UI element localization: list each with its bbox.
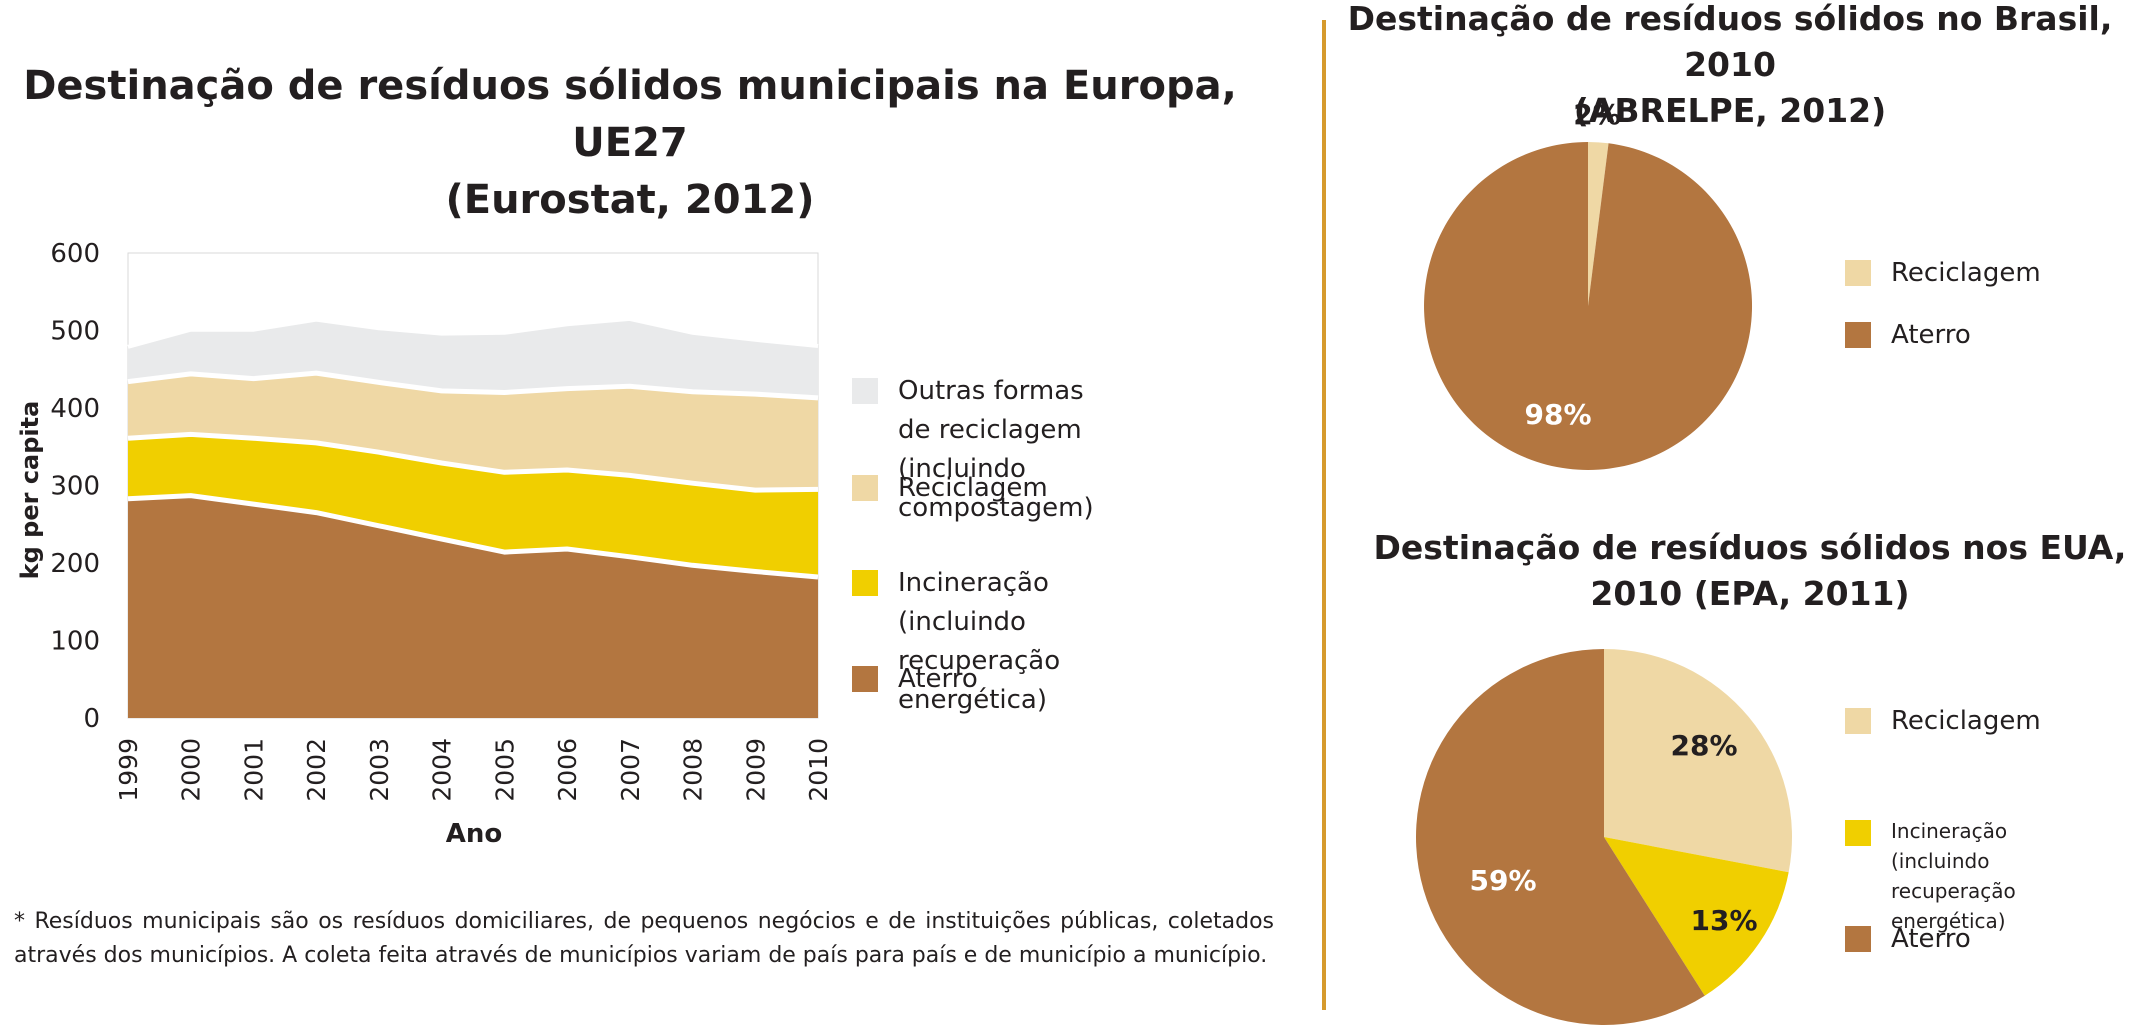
eua-title-line1: Destinação de resíduos sólidos nos EUA,: [1373, 528, 2127, 567]
legend-label: Reciclagem: [1891, 258, 2041, 288]
area-series-incineracao-incluindo-recuperacao-energetica: [128, 434, 818, 577]
eua-legend-item-reciclagem: Reciclagem: [1845, 706, 2041, 741]
legend-swatch: [852, 570, 878, 596]
legend-label: Reciclagem: [1891, 706, 2041, 736]
legend-label: Aterro: [1891, 320, 1971, 350]
brasil-legend-item-aterro: Aterro: [1845, 320, 1971, 355]
legend-label: Incineração (incluindo recuperação energ…: [898, 568, 1061, 715]
eua-pie-slice-reciclagem: [1604, 649, 1793, 873]
y-tick-label: 400: [50, 394, 100, 424]
eua-pie-label-aterro: 59%: [1469, 864, 1536, 897]
legend-swatch: [852, 475, 878, 501]
x-tick-label: 1999: [114, 738, 143, 802]
y-tick-label: 100: [50, 627, 100, 657]
brasil-pie-slice-reciclagem: [1588, 142, 1609, 306]
brasil-chart-title: Destinação de resíduos sólidos no Brasil…: [1340, 0, 2120, 134]
eua-pie-label-incineracao-incluindo-recuperacao-energetica: 13%: [1690, 904, 1757, 937]
brasil-title-line2: (ABRELPE, 2012): [1573, 91, 1887, 130]
eua-legend-item-incineracao-incluindo-recuperacao-energetica: Incineração (incluindo recuperação energ…: [1845, 819, 2016, 936]
brasil-pie-slice-aterro: [1424, 142, 1753, 470]
eua-legend-item-aterro: Aterro: [1845, 924, 1971, 959]
legend-label: Incineração (incluindo recuperação energ…: [1891, 819, 2016, 933]
x-tick-label: 2001: [239, 738, 268, 802]
x-tick-label: 2005: [490, 738, 519, 802]
area-series-reciclagem: [128, 373, 818, 491]
x-tick-label: 2010: [804, 738, 833, 802]
eua-chart-title: Destinação de resíduos sólidos nos EUA, …: [1340, 525, 2130, 617]
eua-pie-label-reciclagem: 28%: [1670, 729, 1737, 762]
europe-legend-item-aterro: Aterro: [852, 664, 978, 699]
legend-swatch: [1845, 260, 1871, 286]
legend-label: Outras formas de reciclagem (incluindo c…: [898, 376, 1094, 523]
y-tick-label: 0: [83, 704, 100, 734]
area-top-line: [127, 316, 819, 349]
legend-label: Aterro: [898, 664, 978, 694]
area-series-outras-formas-de-reciclagem-incluindo-compostagem: [128, 318, 818, 398]
brasil-pie-label-reciclagem: 2%: [1573, 98, 1621, 131]
europe-legend-item-incineracao-incluindo-recuperacao-energetica: Incineração (incluindo recuperação energ…: [852, 568, 1060, 720]
legend-label: Aterro: [1891, 924, 1971, 954]
europe-legend-item-outras-formas-de-reciclagem-incluindo-compostagem: Outras formas de reciclagem (incluindo c…: [852, 376, 1094, 528]
footnote: * Resíduos municipais são os resíduos do…: [14, 909, 1274, 968]
x-tick-label: 2006: [553, 738, 582, 802]
europe-legend-item-reciclagem: Reciclagem: [852, 473, 1048, 508]
x-tick-label: 2003: [365, 738, 394, 802]
x-axis-label: Ano: [446, 819, 503, 849]
area-series-aterro: [128, 495, 818, 718]
y-tick-label: 600: [50, 239, 100, 269]
europe-chart-title: Destinação de resíduos sólidos municipai…: [0, 58, 1260, 229]
eua-pie-slice-incineracao-incluindo-recuperacao-energetica: [1604, 837, 1789, 996]
legend-swatch: [1845, 926, 1871, 952]
y-tick-label: 500: [50, 317, 100, 347]
x-tick-label: 2002: [302, 738, 331, 802]
x-tick-label: 2009: [741, 738, 770, 802]
brasil-legend-item-reciclagem: Reciclagem: [1845, 258, 2041, 293]
x-tick-label: 2007: [616, 738, 645, 802]
x-tick-label: 2000: [177, 738, 206, 802]
europe-title-line1: Destinação de resíduos sólidos municipai…: [23, 63, 1237, 166]
brasil-title-line1: Destinação de resíduos sólidos no Brasil…: [1347, 0, 2113, 84]
area-boundary-line: [127, 493, 819, 580]
y-axis-label: kg per capita: [16, 401, 44, 580]
x-tick-label: 2008: [679, 738, 708, 802]
divider-line: [1322, 20, 1326, 1010]
eua-pie-slice-aterro: [1415, 649, 1705, 1026]
legend-label: Reciclagem: [898, 473, 1048, 503]
legend-swatch: [1845, 820, 1871, 846]
legend-swatch: [852, 666, 878, 692]
area-boundary-line: [127, 370, 819, 401]
eua-title-line2: 2010 (EPA, 2011): [1590, 574, 1910, 613]
europe-title-line2: (Eurostat, 2012): [445, 177, 815, 223]
brasil-pie-label-aterro: 98%: [1524, 398, 1591, 431]
legend-swatch: [852, 378, 878, 404]
area-boundary-line: [127, 431, 819, 493]
legend-swatch: [1845, 708, 1871, 734]
x-tick-label: 2004: [428, 738, 457, 802]
legend-swatch: [1845, 322, 1871, 348]
y-tick-label: 300: [50, 472, 100, 502]
y-tick-label: 200: [50, 549, 100, 579]
